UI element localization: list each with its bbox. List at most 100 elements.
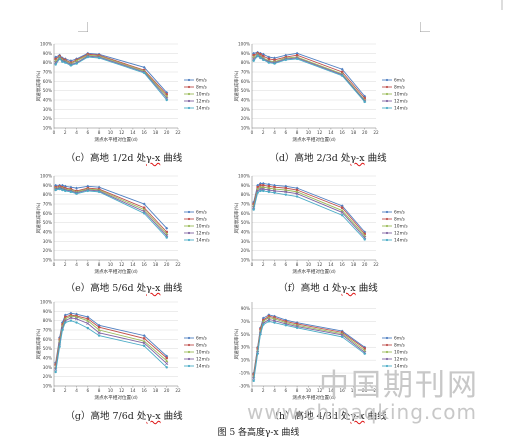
caption-g-link: γ-x	[146, 411, 161, 422]
data-point	[259, 327, 262, 331]
x-tick-label: 20	[362, 262, 368, 267]
data-point	[142, 339, 146, 343]
x-tick-label: 12	[119, 262, 125, 267]
x-tick-label: 8	[296, 388, 299, 393]
x-tick-label: 22	[373, 130, 379, 135]
data-point	[75, 62, 78, 65]
chart-panel-f: 10% 20% 30% 40% 50% 60% 70% 80% 90% 100% 0 2 4 6 8 10 12…	[226, 170, 416, 282]
x-tick-label: 18	[351, 130, 357, 135]
x-tick-label: 0	[53, 130, 56, 135]
data-point	[340, 208, 344, 212]
y-axis-label: 风速衰减率(%)	[35, 202, 42, 233]
x-tick-label: 18	[351, 388, 357, 393]
legend-label: 14m/s	[196, 238, 210, 244]
y-tick-label: 70%	[43, 202, 52, 207]
data-point	[54, 188, 57, 192]
legend-label: 8m/s	[394, 85, 406, 91]
data-point	[61, 188, 64, 192]
data-point	[363, 238, 366, 241]
caption-g-prefix: （g）高地 7/6d 处	[65, 411, 147, 422]
series-line-0	[253, 51, 366, 97]
data-point	[142, 337, 146, 340]
series-line-1	[55, 53, 168, 95]
data-point	[252, 54, 255, 57]
x-tick-label: 20	[164, 388, 170, 393]
series-line-0	[253, 183, 366, 233]
series-line-4	[55, 56, 168, 101]
y-tick-label: 80%	[241, 192, 250, 197]
y-tick-label: 40%	[43, 356, 52, 361]
crop-mark-top-left	[78, 22, 88, 32]
y-tick-label: 20%	[43, 248, 52, 253]
data-point	[64, 315, 67, 319]
data-point	[64, 321, 67, 324]
y-tick-label: 70%	[241, 202, 250, 207]
caption-d-prefix: （d）高地 2/3d 处	[269, 153, 351, 164]
data-point	[363, 96, 366, 100]
legend-marker	[385, 231, 389, 235]
data-point	[295, 57, 299, 61]
legend-label: 10m/s	[394, 224, 408, 230]
data-point	[165, 98, 168, 102]
x-tick-label: 14	[328, 388, 334, 393]
data-point	[64, 61, 67, 64]
x-tick-label: 2	[262, 262, 265, 267]
x-tick-label: 0	[53, 388, 56, 393]
data-point	[69, 190, 73, 194]
x-tick-label: 20	[164, 130, 170, 135]
data-point	[142, 65, 146, 69]
legend-label: 12m/s	[394, 357, 408, 363]
caption-f-prefix: （f）高地 d 处	[278, 283, 342, 294]
data-point	[259, 56, 262, 60]
data-point	[58, 187, 61, 191]
data-point	[262, 189, 265, 193]
legend-label: 6m/s	[394, 336, 406, 342]
watermark-text: 中国期刊网	[319, 368, 479, 403]
x-axis-label: 测点水平相对位置(d)	[292, 394, 335, 401]
caption-h-prefix: （h）高地 4/3d 处	[269, 411, 351, 422]
legend-marker	[385, 238, 389, 242]
legend-label: 8m/s	[196, 85, 208, 91]
x-tick-label: 10	[108, 130, 114, 135]
data-point	[252, 55, 256, 59]
data-point	[64, 189, 67, 193]
x-tick-label: 12	[119, 130, 125, 135]
y-axis-label: 风速衰减率(%)	[233, 202, 240, 233]
x-tick-label: 22	[373, 262, 379, 267]
data-point	[86, 321, 90, 326]
data-point	[142, 71, 146, 75]
data-point	[142, 212, 146, 215]
x-tick-label: 18	[153, 388, 159, 393]
data-point	[267, 320, 271, 323]
legend-label: 12m/s	[394, 99, 408, 105]
data-point	[340, 329, 344, 333]
chart-panel-g: 10% 20% 30% 40% 50% 60% 70% 80% 90% 100% 0 2 4 6 8 10 12…	[28, 296, 218, 408]
x-tick-label: 4	[75, 262, 78, 267]
y-tick-label: 50%	[241, 332, 250, 337]
legend-label: 14m/s	[394, 238, 408, 244]
caption-h: （h）高地 4/3d 处γ-x 曲线	[218, 408, 438, 422]
legend-marker	[385, 78, 389, 82]
chart-svg-c: 10% 20% 30% 40% 50% 60% 70% 80% 90% 100% 0 2 4 6 8 10 12…	[35, 42, 210, 144]
data-point	[75, 321, 78, 324]
x-tick-label: 22	[175, 388, 181, 393]
y-tick-label: 40%	[241, 230, 250, 235]
chart-panel-c: 10% 20% 30% 40% 50% 60% 70% 80% 90% 100% 0 2 4 6 8 10 12…	[28, 38, 218, 150]
y-tick-label: 40%	[43, 98, 52, 103]
data-point	[273, 62, 276, 65]
data-point	[295, 195, 299, 198]
legend-label: 12m/s	[196, 357, 210, 363]
legend-marker	[187, 99, 191, 103]
legend-marker	[187, 357, 191, 361]
data-point	[69, 311, 73, 315]
legend-marker	[187, 210, 191, 214]
caption-f-link: γ-x	[341, 283, 356, 294]
data-point	[363, 232, 366, 236]
data-point	[63, 319, 67, 323]
data-point	[340, 214, 344, 217]
y-tick-label: 70%	[43, 328, 52, 333]
data-point	[69, 319, 73, 322]
legend-marker	[187, 85, 191, 89]
caption-d-suffix: 曲线	[364, 153, 387, 164]
data-point	[363, 348, 367, 352]
